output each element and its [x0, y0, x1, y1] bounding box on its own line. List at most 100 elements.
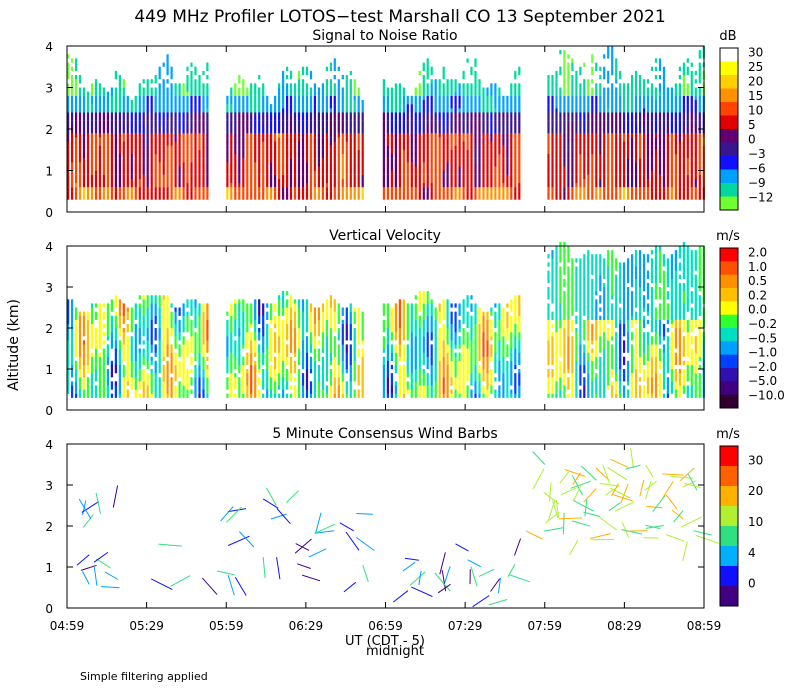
snr-cell — [142, 170, 145, 175]
snr-cell — [559, 70, 562, 76]
snr-cell — [583, 191, 586, 196]
snr-cell — [674, 170, 677, 175]
snr-cell — [518, 83, 521, 88]
snr-cell — [623, 133, 626, 138]
snr-cell — [470, 116, 473, 121]
snr-cell — [438, 166, 441, 171]
velocity-cell — [122, 303, 125, 308]
snr-cell — [635, 129, 638, 134]
snr-cell — [186, 162, 189, 167]
snr-cell — [86, 99, 90, 105]
snr-cell — [422, 187, 425, 192]
colorbar-label: 10 — [748, 104, 763, 118]
snr-cell — [611, 191, 614, 196]
snr-cell — [134, 182, 137, 188]
snr-cell — [138, 149, 141, 155]
snr-cell — [694, 129, 697, 134]
snr-cell — [482, 170, 485, 175]
snr-cell — [410, 112, 413, 117]
snr-cell — [337, 79, 340, 84]
snr-cell — [305, 91, 309, 96]
snr-cell — [599, 195, 602, 200]
snr-cell — [482, 104, 485, 109]
snr-cell — [402, 182, 405, 188]
snr-cell — [94, 141, 98, 146]
snr-cell — [166, 70, 169, 76]
snr-cell — [234, 153, 237, 159]
snr-cell — [138, 162, 141, 167]
snr-cell — [698, 187, 701, 192]
snr-cell — [482, 145, 485, 150]
snr-cell — [246, 129, 249, 134]
snr-cell — [357, 137, 360, 142]
snr-cell — [258, 191, 261, 196]
snr-cell — [301, 120, 305, 125]
snr-cell — [170, 182, 173, 188]
snr-cell — [286, 108, 289, 113]
velocity-cell — [86, 340, 90, 345]
snr-cell — [478, 158, 481, 163]
velocity-cell — [114, 393, 117, 398]
snr-cell — [321, 116, 324, 121]
snr-cell — [466, 191, 469, 196]
snr-cell — [353, 153, 356, 159]
snr-cell — [170, 170, 173, 175]
snr-cell — [658, 166, 662, 171]
snr-cell — [438, 178, 441, 184]
snr-cell — [631, 187, 634, 192]
snr-cell — [138, 99, 141, 105]
snr-cell — [482, 124, 485, 130]
snr-cell — [357, 187, 360, 192]
snr-cell — [170, 83, 173, 88]
snr-cell — [234, 91, 237, 96]
velocity-cell — [134, 344, 137, 349]
snr-cell — [114, 174, 117, 179]
snr-cell — [202, 120, 205, 125]
snr-cell — [353, 116, 356, 121]
velocity-cell — [174, 385, 177, 390]
snr-cell — [150, 145, 153, 150]
snr-cell — [301, 187, 305, 192]
snr-cell — [282, 116, 285, 121]
snr-cell — [690, 145, 693, 150]
snr-cell — [583, 120, 586, 125]
snr-cell — [678, 158, 681, 163]
snr-cell — [458, 170, 461, 175]
snr-cell — [418, 133, 421, 138]
snr-cell — [579, 153, 582, 159]
snr-cell — [309, 166, 313, 171]
velocity-cell — [118, 299, 121, 304]
snr-cell — [506, 166, 509, 171]
snr-cell — [353, 162, 356, 167]
snr-cell — [234, 149, 237, 155]
snr-cell — [454, 166, 457, 171]
snr-cell — [90, 149, 94, 155]
snr-cell — [506, 178, 509, 184]
velocity-cell — [86, 369, 90, 374]
snr-cell — [86, 191, 90, 196]
velocity-cell — [98, 344, 101, 349]
snr-cell — [238, 182, 241, 188]
snr-cell — [190, 174, 193, 179]
snr-cell — [446, 158, 449, 163]
snr-cell — [518, 66, 521, 71]
snr-cell — [86, 124, 90, 130]
snr-cell — [454, 87, 457, 92]
snr-cell — [650, 99, 654, 105]
snr-cell — [361, 195, 364, 200]
snr-cell — [254, 187, 257, 192]
snr-cell — [361, 137, 364, 142]
snr-cell — [361, 187, 364, 192]
snr-cell — [246, 182, 249, 188]
velocity-cell — [71, 303, 74, 308]
snr-cell — [341, 174, 344, 179]
snr-cell — [639, 112, 642, 117]
velocity-cell — [134, 315, 137, 320]
snr-cell — [434, 95, 437, 101]
snr-cell — [349, 120, 352, 125]
snr-cell — [190, 153, 193, 159]
velocity-cell — [170, 344, 173, 349]
snr-cell — [646, 95, 650, 101]
snr-cell — [293, 95, 297, 101]
snr-cell — [514, 75, 517, 80]
